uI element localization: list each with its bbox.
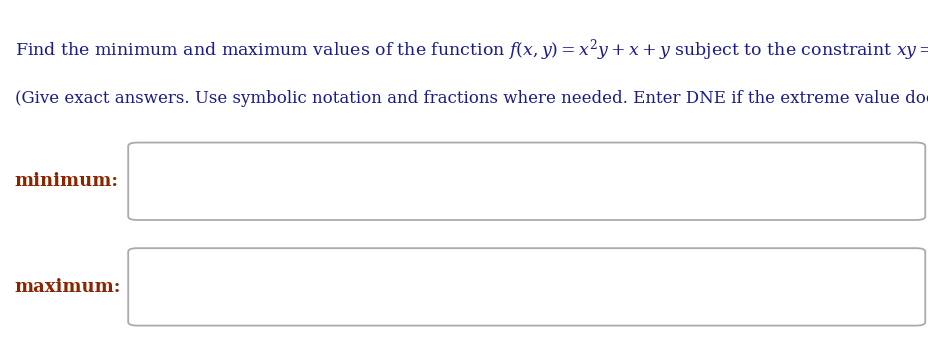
FancyBboxPatch shape — [128, 248, 924, 326]
FancyBboxPatch shape — [128, 143, 924, 220]
Text: Find the minimum and maximum values of the function $f(x, y) = x^2y + x + y$ sub: Find the minimum and maximum values of t… — [15, 37, 928, 63]
Text: (Give exact answers. Use symbolic notation and fractions where needed. Enter DNE: (Give exact answers. Use symbolic notati… — [15, 90, 928, 107]
Text: maximum:: maximum: — [15, 278, 122, 296]
Text: minimum:: minimum: — [15, 172, 119, 190]
